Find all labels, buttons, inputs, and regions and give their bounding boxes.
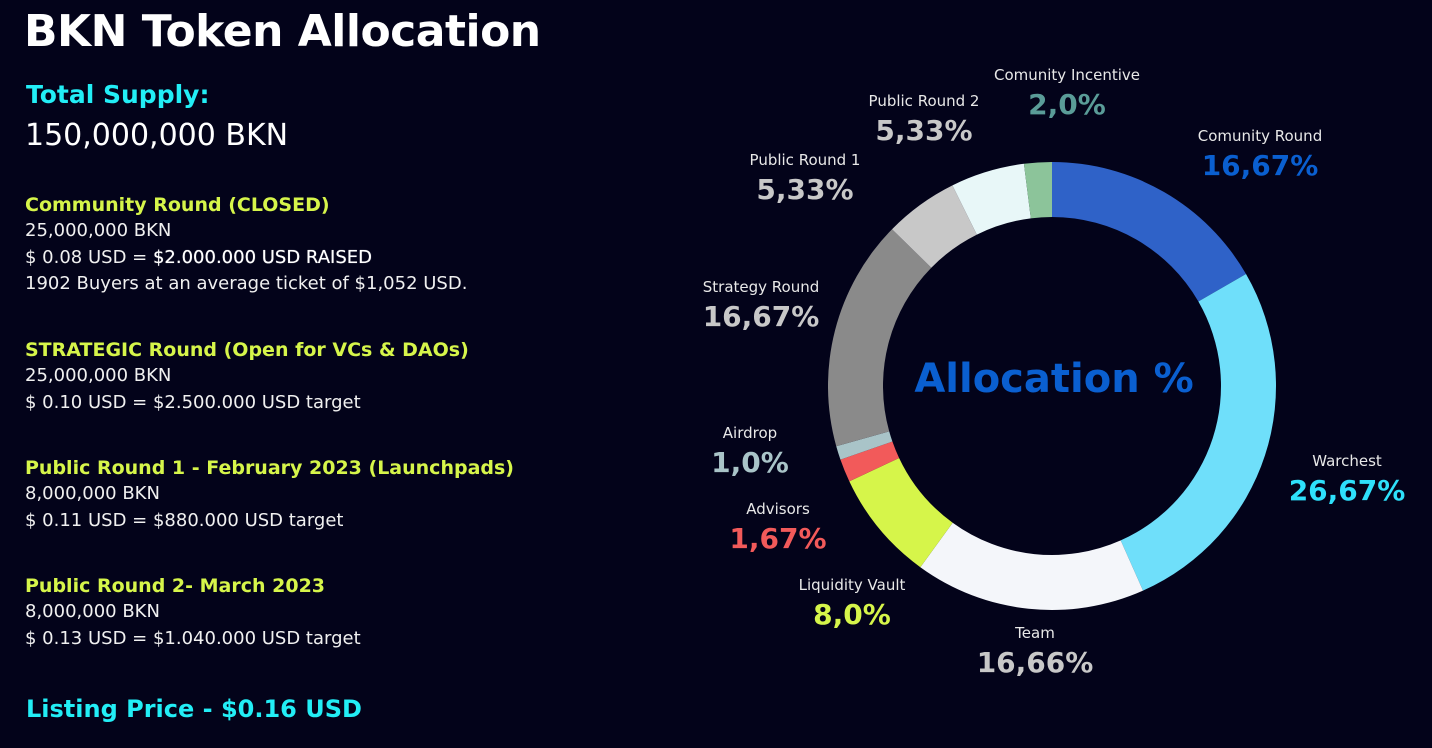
slice-name-label: Comunity Round (1198, 127, 1322, 145)
slice-value-label: 8,0% (813, 598, 891, 631)
slice-value-label: 5,33% (875, 114, 972, 147)
community-round-block: Community Round (CLOSED) 25,000,000 BKN … (25, 194, 467, 298)
round-title: STRATEGIC Round (Open for VCs & DAOs) (25, 339, 469, 361)
slice-comunity-incentive (1023, 162, 1052, 219)
public-round-1-block: Public Round 1 - February 2023 (Launchpa… (25, 457, 514, 534)
round-title: Public Round 1 - February 2023 (Launchpa… (25, 457, 514, 479)
round-line: $ 0.10 USD = $2.500.000 USD target (25, 391, 361, 413)
slice-team (920, 522, 1144, 610)
round-title: Community Round (CLOSED) (25, 194, 330, 216)
slice-airdrop (836, 431, 893, 460)
slice-value-label: 16,67% (1202, 149, 1319, 182)
round-price: $ 0.08 USD = (25, 246, 153, 268)
slice-name-label: Advisors (746, 500, 810, 518)
round-title: Public Round 2- March 2023 (25, 575, 326, 597)
slice-value-label: 1,0% (711, 446, 789, 479)
slice-value-label: 1,67% (729, 522, 826, 555)
slice-name-label: Public Round 2 (869, 92, 980, 110)
slice-name-label: Public Round 1 (750, 151, 861, 169)
slice-value-label: 16,67% (703, 300, 820, 333)
round-line: 25,000,000 BKN (25, 220, 172, 241)
slice-name-label: Comunity Incentive (994, 66, 1140, 84)
public-round-2-block: Public Round 2- March 2023 8,000,000 BKN… (25, 575, 361, 652)
slice-value-label: 2,0% (1028, 88, 1106, 121)
slice-strategy-round (828, 229, 932, 447)
slice-name-label: Airdrop (723, 424, 777, 442)
strategic-round-block: STRATEGIC Round (Open for VCs & DAOs) 25… (25, 339, 469, 416)
slice-advisors (840, 441, 900, 482)
slice-name-label: Team (1014, 624, 1055, 642)
slice-public-round-1 (892, 185, 977, 268)
round-line: $ 0.11 USD = $880.000 USD target (25, 509, 344, 531)
donut-center-label: Allocation % (914, 356, 1193, 402)
round-line: $ 0.08 USD = $2.000.000 USD RAISED (25, 245, 467, 272)
slice-value-label: 26,67% (1289, 474, 1406, 507)
round-line: 8,000,000 BKN (25, 483, 160, 504)
slice-warchest (1120, 274, 1277, 591)
slice-name-label: Strategy Round (703, 278, 820, 296)
round-line: 8,000,000 BKN (25, 601, 160, 622)
listing-price: Listing Price - $0.16 USD (26, 695, 362, 723)
slice-name-label: Warchest (1312, 452, 1382, 470)
round-raised: $2.000.000 USD RAISED (152, 246, 372, 268)
total-supply-value: 150,000,000 BKN (25, 118, 289, 153)
slice-value-label: 16,66% (977, 646, 1094, 679)
page-title: BKN Token Allocation (24, 6, 541, 57)
slice-liquidity-vault (849, 457, 953, 568)
slice-public-round-2 (952, 163, 1031, 235)
total-supply-label: Total Supply: (26, 80, 210, 109)
slice-name-label: Liquidity Vault (799, 576, 906, 594)
round-line: 25,000,000 BKN (25, 365, 172, 386)
round-line: 1902 Buyers at an average ticket of $1,0… (25, 273, 468, 294)
slice-value-label: 5,33% (756, 173, 853, 206)
slice-comunity-round (1052, 162, 1247, 302)
round-line: $ 0.13 USD = $1.040.000 USD target (25, 627, 361, 649)
